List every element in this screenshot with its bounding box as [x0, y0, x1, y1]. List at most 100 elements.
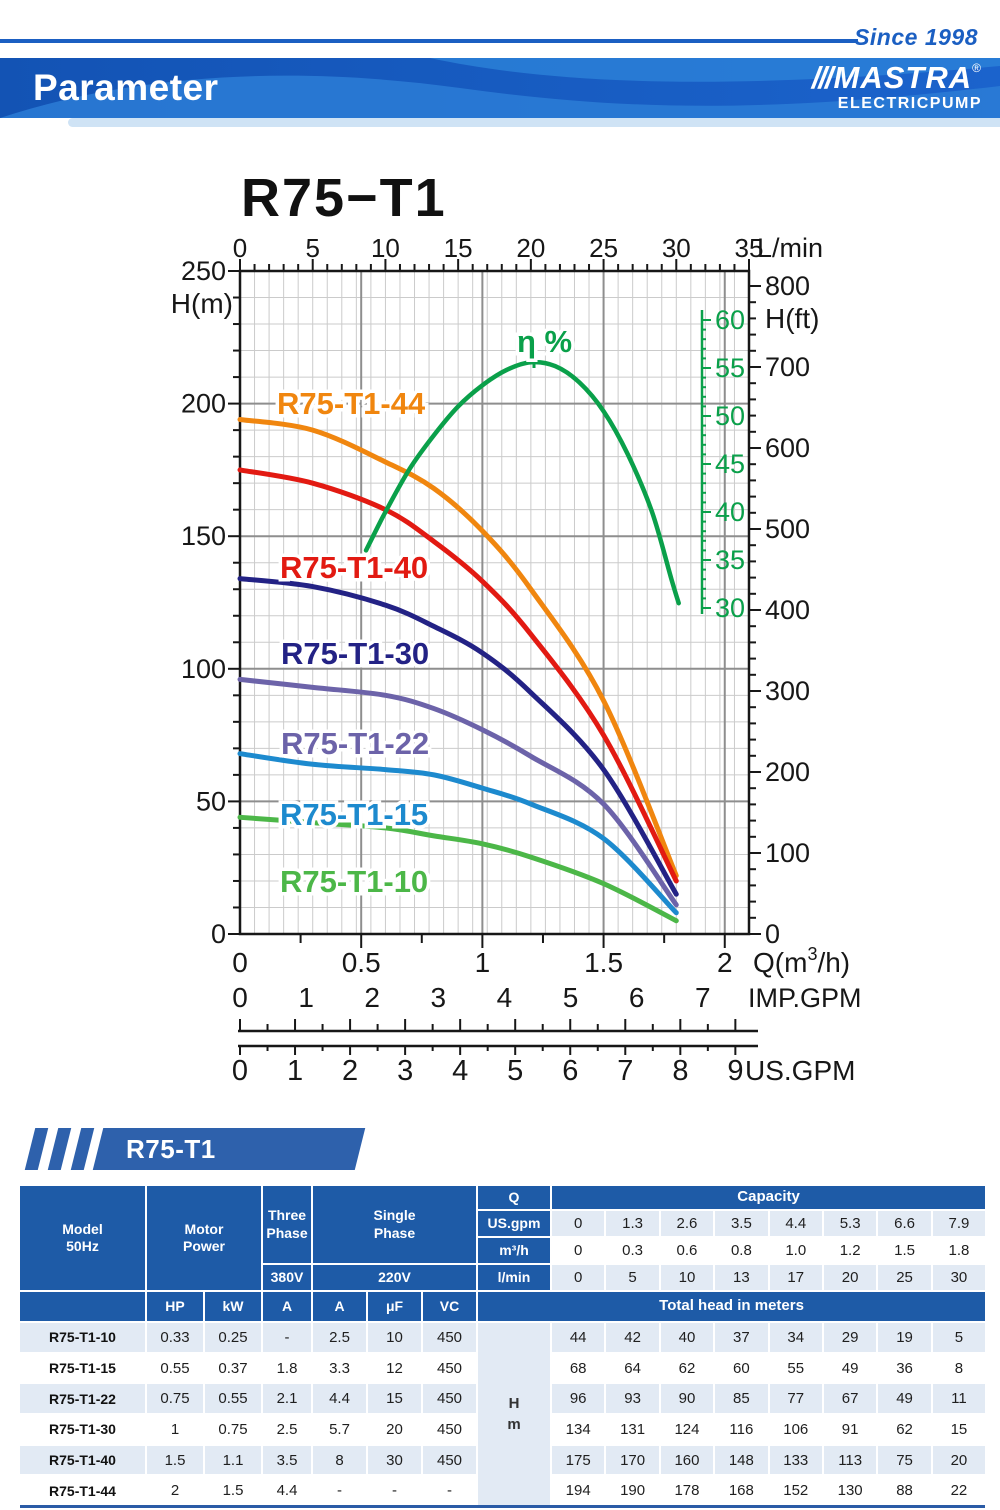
head-value: 42 — [606, 1323, 659, 1352]
tick-label: 200 — [765, 757, 810, 787]
head-value: 85 — [715, 1384, 768, 1414]
head-value: 40 — [660, 1323, 714, 1352]
spec-value: - — [423, 1476, 476, 1506]
brand-wordmark: ///MASTRA® — [812, 62, 982, 93]
head-value: 96 — [552, 1384, 605, 1414]
head-value: 90 — [660, 1384, 714, 1414]
col-header-three-phase: Three Phase — [263, 1186, 311, 1263]
capacity-value: 17 — [769, 1265, 822, 1290]
spec-value: 4.4 — [263, 1476, 311, 1506]
spec-value: 2.5 — [313, 1323, 366, 1352]
spec-value: 0.75 — [147, 1384, 203, 1414]
tick-label: 700 — [765, 352, 810, 382]
efficiency-label: η % — [517, 324, 572, 359]
capacity-value: 1.0 — [769, 1238, 822, 1263]
tick-label: 30 — [715, 593, 745, 623]
head-value: 194 — [552, 1476, 605, 1506]
since-text: Since 1998 — [854, 24, 978, 50]
spec-value: 0.55 — [205, 1384, 261, 1414]
capacity-value: 2.6 — [660, 1211, 714, 1236]
spec-value: 20 — [368, 1415, 421, 1444]
chart-svg: 0 5 10 15 20 25 30 35L/min250200150100500H(m)80… — [171, 168, 862, 1087]
section-label: R75-T1 — [126, 1134, 216, 1164]
spec-value: 10 — [368, 1323, 421, 1352]
tick-label: 0 — [232, 947, 248, 978]
model-name: R75-T1-15 — [20, 1353, 145, 1383]
col-header-220v: 220V — [313, 1265, 476, 1290]
tick-label: 7 — [695, 982, 711, 1013]
spec-value: 2.5 — [263, 1415, 311, 1444]
col-header-hp: HP — [147, 1292, 203, 1321]
head-value: 116 — [715, 1415, 768, 1444]
spec-value: - — [263, 1323, 311, 1352]
capacity-value: 5 — [606, 1265, 659, 1290]
axis-label-imp: IMP.GPM — [748, 983, 862, 1013]
head-value: 130 — [823, 1476, 877, 1506]
axis-label-hm: H(m) — [171, 288, 233, 319]
tick-label: 30 — [662, 233, 691, 263]
model-name: R75-T1-22 — [20, 1384, 145, 1414]
spec-value: 4.4 — [313, 1384, 366, 1414]
head-value: 124 — [660, 1415, 714, 1444]
tick-label: 5 — [305, 233, 319, 263]
spec-value: 450 — [423, 1353, 476, 1383]
tick-label: 0.5 — [342, 947, 381, 978]
banner-bottom-strip — [68, 118, 1000, 127]
capacity-value: 0 — [552, 1238, 605, 1263]
head-value: 160 — [660, 1445, 714, 1475]
head-value: 55 — [769, 1353, 822, 1383]
tick-label: 1 — [298, 982, 314, 1013]
spec-value: 0.37 — [205, 1353, 261, 1383]
tick-label: 100 — [181, 654, 226, 684]
spec-value: 5.7 — [313, 1415, 366, 1444]
tick-label: 50 — [196, 786, 226, 816]
tick-label: 10 — [371, 233, 400, 263]
col-header-uf: μF — [368, 1292, 421, 1321]
capacity-value: 1.8 — [932, 1238, 986, 1263]
col-header-vc: VC — [423, 1292, 476, 1321]
head-value: 49 — [878, 1384, 931, 1414]
tick-label: 50 — [715, 401, 745, 431]
registered-mark-icon: ® — [972, 61, 982, 75]
head-value: 131 — [606, 1415, 659, 1444]
spec-value: 450 — [423, 1384, 476, 1414]
header-banner: Parameter ///MASTRA® ELECTRICPUMP — [0, 58, 1000, 118]
curve-R75-T1-22 — [237, 676, 679, 908]
tick-label: 100 — [765, 838, 810, 868]
tick-label: 8 — [672, 1055, 688, 1087]
head-value: 106 — [769, 1415, 822, 1444]
tick-label: 45 — [715, 449, 745, 479]
spec-value: 2.1 — [263, 1384, 311, 1414]
section-banner: R75-T1 — [92, 1128, 366, 1170]
tick-label: 9 — [727, 1055, 743, 1087]
head-value: 190 — [606, 1476, 659, 1506]
capacity-value: 1.3 — [606, 1211, 659, 1236]
tick-label: 2 — [717, 947, 733, 978]
head-value: 62 — [660, 1353, 714, 1383]
tick-label: 15 — [444, 233, 473, 263]
head-value: 11 — [932, 1384, 986, 1414]
spec-value: 450 — [423, 1445, 476, 1475]
tick-label: 500 — [765, 514, 810, 544]
head-value: 113 — [823, 1445, 877, 1475]
capacity-value: 0.3 — [606, 1238, 659, 1263]
capacity-value: 30 — [932, 1265, 986, 1290]
spec-value: 1.5 — [147, 1445, 203, 1475]
axis-label-us: US.GPM — [745, 1055, 855, 1086]
curve-R75-T1-44 — [237, 417, 679, 879]
tick-label: 0 — [211, 919, 226, 949]
section-stripe-icon — [47, 1128, 72, 1170]
tick-label: 300 — [765, 676, 810, 706]
model-name: R75-T1-30 — [20, 1415, 145, 1444]
spec-value: 1.1 — [205, 1445, 261, 1475]
curve-label: R75-T1-44 — [277, 386, 426, 421]
spec-value: 3.5 — [263, 1445, 311, 1475]
head-value: 36 — [878, 1353, 931, 1383]
head-value: 178 — [660, 1476, 714, 1506]
row-header-m3h: m³/h — [478, 1238, 550, 1263]
capacity-value: 6.6 — [878, 1211, 931, 1236]
tick-label: 6 — [562, 1055, 578, 1087]
curve-R75-T1-40 — [237, 467, 679, 884]
col-header-a-three: A — [263, 1292, 311, 1321]
col-header-total-head: Total head in meters — [478, 1292, 986, 1321]
